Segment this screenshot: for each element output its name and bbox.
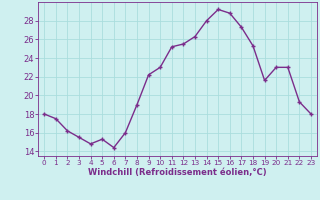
X-axis label: Windchill (Refroidissement éolien,°C): Windchill (Refroidissement éolien,°C) [88,168,267,177]
